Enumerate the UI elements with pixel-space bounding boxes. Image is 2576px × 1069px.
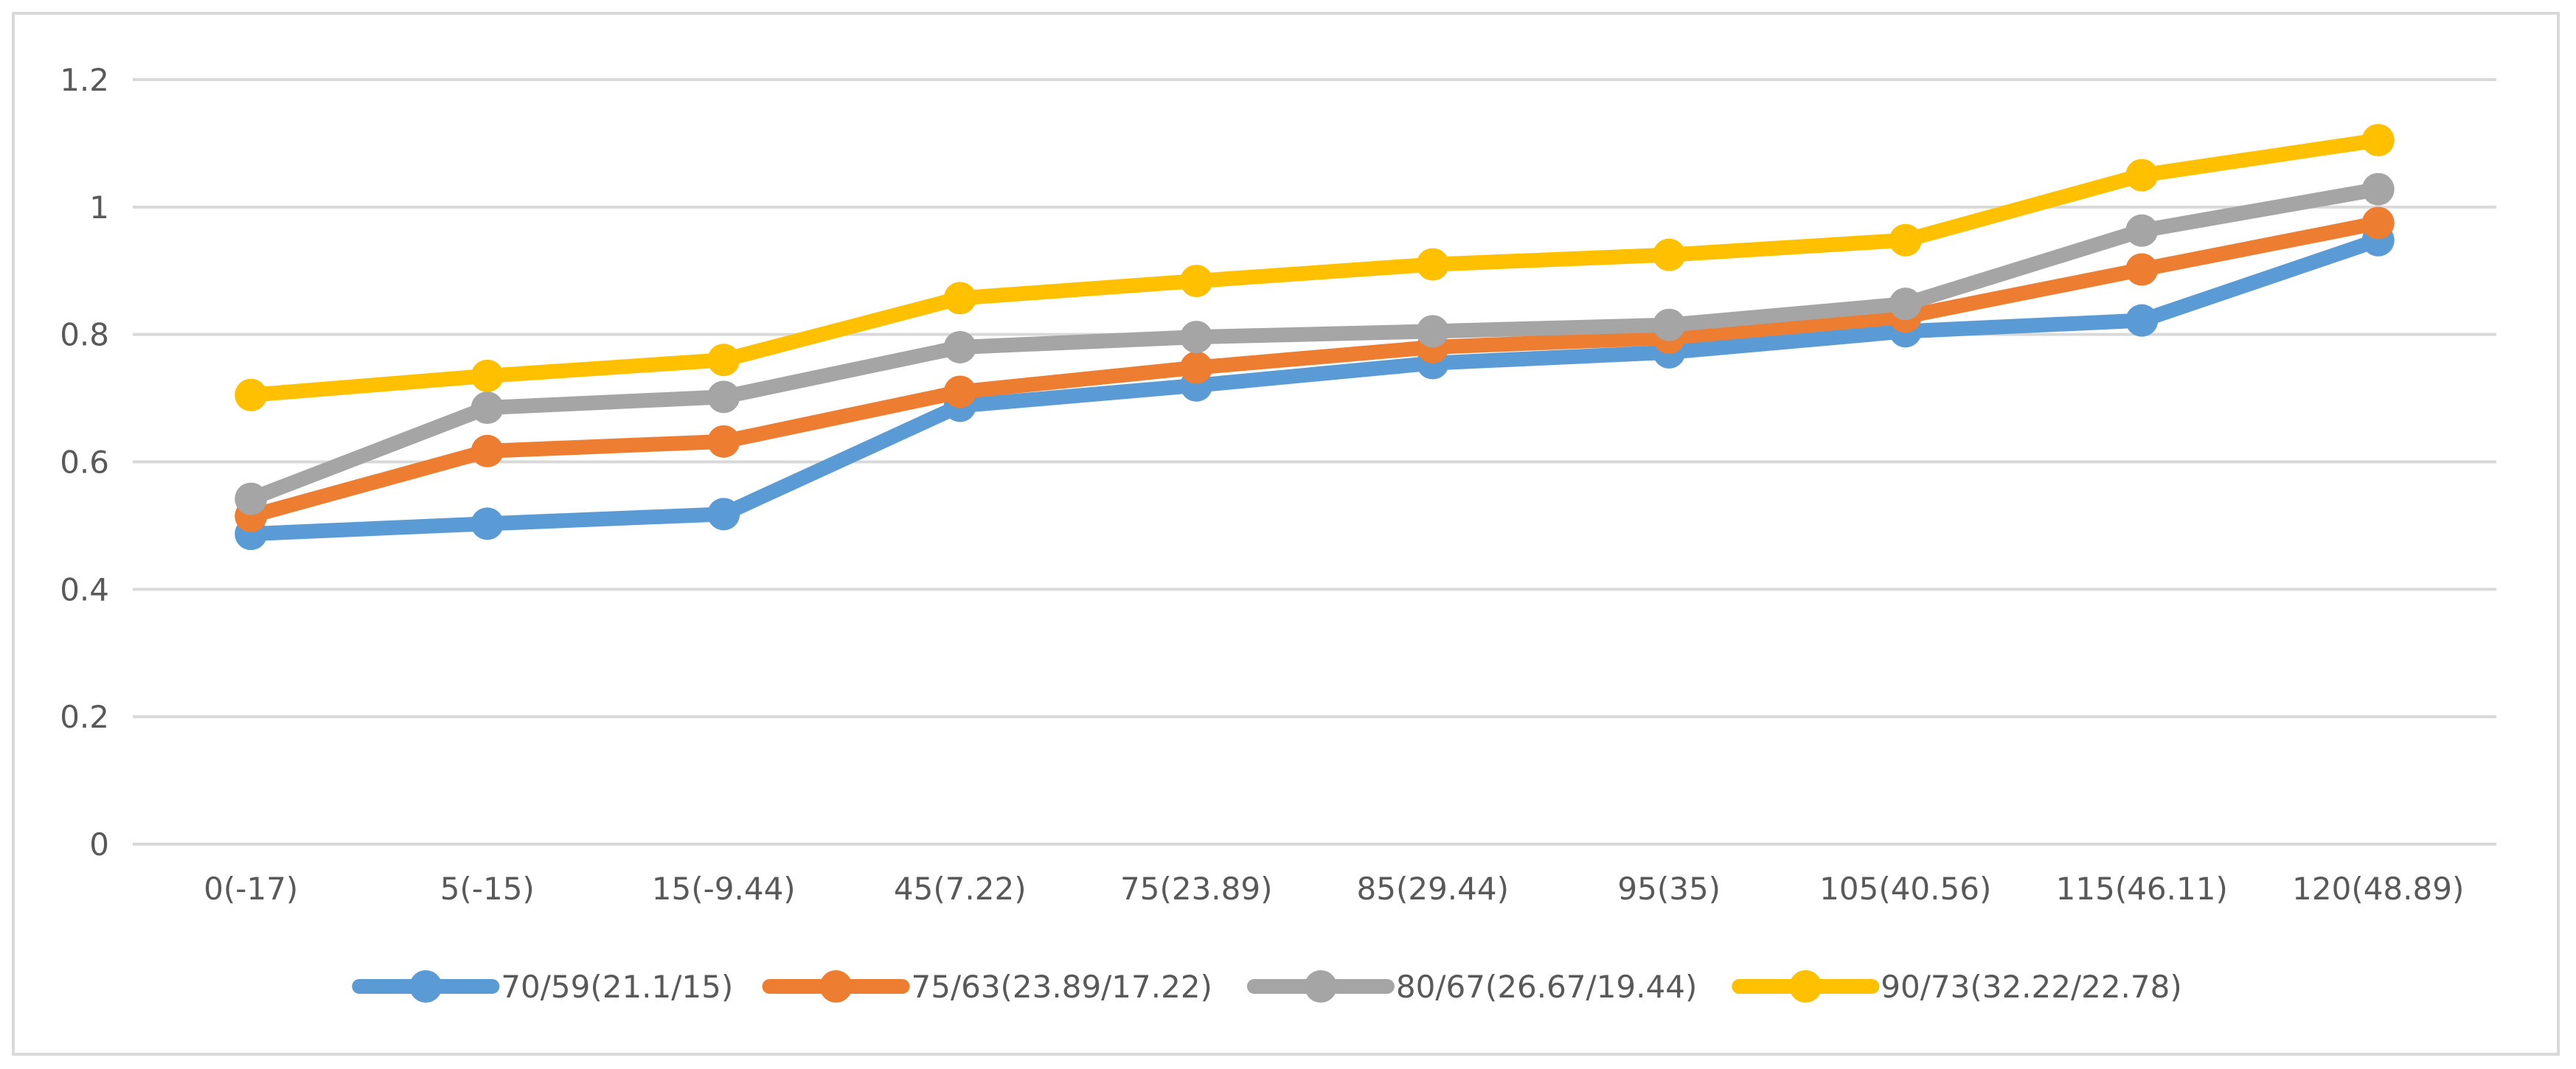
x-tick-label: 95(35): [1617, 871, 1721, 907]
legend-label: 80/67(26.67/19.44): [1396, 969, 1697, 1005]
x-tick-label: 115(46.11): [2056, 871, 2228, 907]
y-tick-label: 0.6: [60, 445, 109, 481]
data-point: [471, 507, 504, 540]
data-point: [2125, 304, 2159, 337]
data-point: [707, 344, 740, 377]
x-tick-label: 120(48.89): [2292, 871, 2464, 907]
y-axis-ticks: 0 0.2 0.4 0.6 0.8 1 1.2: [60, 62, 109, 863]
series-3: [235, 173, 2395, 515]
data-point: [2361, 173, 2395, 206]
series-line: [243, 181, 2386, 506]
legend-swatch-marker: [1304, 970, 1337, 1003]
data-point: [943, 282, 976, 315]
data-point: [1180, 265, 1213, 298]
data-point: [707, 380, 740, 414]
series-group: [235, 124, 2395, 551]
legend-label: 70/59(21.1/15): [501, 969, 733, 1005]
data-point: [235, 378, 268, 411]
legend-entry: 70/59(21.1/15): [352, 969, 733, 1005]
x-tick-label: 5(-15): [440, 871, 535, 907]
y-tick-label: 0.8: [60, 317, 109, 353]
data-point: [2361, 124, 2395, 157]
data-point: [2125, 214, 2159, 247]
data-point: [1653, 238, 1686, 271]
legend-swatch-marker: [1789, 970, 1822, 1003]
y-tick-label: 1.2: [60, 62, 109, 98]
data-point: [1180, 351, 1213, 384]
legend-entry: 75/63(23.89/17.22): [762, 969, 1212, 1005]
x-tick-label: 45(7.22): [894, 871, 1027, 907]
x-tick-label: 105(40.56): [1819, 871, 1991, 907]
data-point: [1180, 321, 1213, 354]
legend-entry: 90/73(32.22/22.78): [1732, 969, 2182, 1005]
x-tick-label: 15(-9.44): [652, 871, 796, 907]
data-point: [2361, 206, 2395, 240]
y-tick-label: 0.4: [60, 571, 109, 607]
data-point: [1416, 248, 1449, 281]
series-line: [243, 215, 2386, 523]
data-point: [1889, 223, 1922, 257]
series-line: [243, 232, 2386, 542]
x-tick-label: 85(29.44): [1357, 871, 1509, 907]
legend-swatch-marker: [819, 970, 853, 1003]
legend-label: 90/73(32.22/22.78): [1881, 969, 2181, 1005]
series-line: [243, 133, 2386, 403]
data-point: [471, 359, 504, 392]
data-point: [1653, 308, 1686, 341]
x-axis-ticks: 0(-17) 5(-15) 15(-9.44) 45(7.22) 75(23.89) 85…: [204, 871, 2464, 907]
y-tick-label: 1: [89, 189, 109, 226]
x-tick-label: 0(-17): [204, 871, 298, 907]
series-4: [235, 124, 2395, 411]
data-point: [2125, 253, 2159, 286]
data-point: [707, 425, 740, 458]
data-point: [471, 434, 504, 467]
data-point: [1416, 315, 1449, 348]
x-tick-label: 75(23.89): [1120, 871, 1272, 907]
y-tick-label: 0: [89, 826, 109, 863]
data-point: [707, 498, 740, 531]
legend-entry: 80/67(26.67/19.44): [1246, 969, 1697, 1005]
data-point: [2125, 159, 2159, 192]
y-tick-label: 0.2: [60, 699, 109, 735]
data-point: [1889, 288, 1922, 321]
legend-label: 75/63(23.89/17.22): [912, 969, 1212, 1005]
data-point: [943, 330, 976, 363]
legend: 70/59(21.1/15) 75/63(23.89/17.22) 80/67(26…: [352, 969, 2182, 1005]
data-point: [471, 391, 504, 425]
legend-swatch-marker: [409, 970, 442, 1003]
data-point: [943, 375, 976, 408]
data-point: [235, 482, 268, 515]
